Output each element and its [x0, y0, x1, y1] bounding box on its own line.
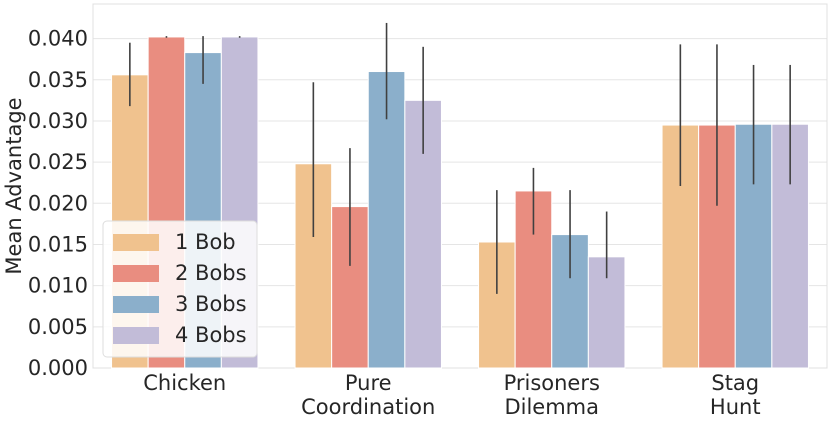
legend-box — [102, 220, 258, 358]
x-tick-label-line: Prisoners — [504, 371, 600, 395]
x-tick-label: Stag Hunt — [710, 371, 761, 419]
x-tick-label-line: Hunt — [710, 395, 761, 419]
legend-swatch — [113, 296, 159, 313]
legend-label: 4 Bobs — [175, 323, 247, 347]
legend: 1 Bob 2 Bobs 3 Bobs 4 Bobs — [102, 220, 258, 358]
y-axis-label: Mean Advantage — [2, 97, 26, 274]
y-axis-ticks: 0.000 0.005 0.010 0.015 0.020 0.025 0.030 0.035… — [28, 27, 88, 380]
y-tick-label: 0.025 — [28, 150, 88, 174]
y-tick-label: 0.035 — [28, 68, 88, 92]
y-tick-label: 0.005 — [28, 315, 88, 339]
x-tick-label-line: Coordination — [301, 395, 435, 419]
x-tick-label-line: Dilemma — [504, 395, 599, 419]
legend-label: 2 Bobs — [175, 261, 247, 285]
x-tick-label: Prisoners Dilemma — [504, 371, 600, 419]
x-tick-label-line: Stag — [711, 371, 759, 395]
x-tick-label: Pure Coordination — [301, 371, 435, 419]
y-tick-label: 0.015 — [28, 232, 88, 256]
y-tick-label: 0.010 — [28, 274, 88, 298]
x-tick-label-line: Pure — [345, 371, 392, 395]
y-tick-label: 0.040 — [28, 27, 88, 51]
y-tick-label: 0.030 — [28, 109, 88, 133]
legend-label: 1 Bob — [175, 230, 236, 254]
legend-swatch — [113, 327, 159, 344]
y-tick-label: 0.020 — [28, 191, 88, 215]
legend-label: 3 Bobs — [175, 292, 247, 316]
error-bars — [129, 22, 791, 294]
legend-swatch — [113, 265, 159, 282]
plot-frame — [92, 3, 828, 369]
legend-swatch — [113, 234, 159, 251]
bar — [367, 71, 406, 369]
x-tick-label: Chicken — [143, 371, 226, 395]
y-tick-label: 0.000 — [28, 356, 88, 380]
x-axis-ticks: Chicken Pure Coordination Prisoners Dilemma S… — [143, 371, 760, 419]
x-tick-label-line: Chicken — [143, 371, 226, 395]
